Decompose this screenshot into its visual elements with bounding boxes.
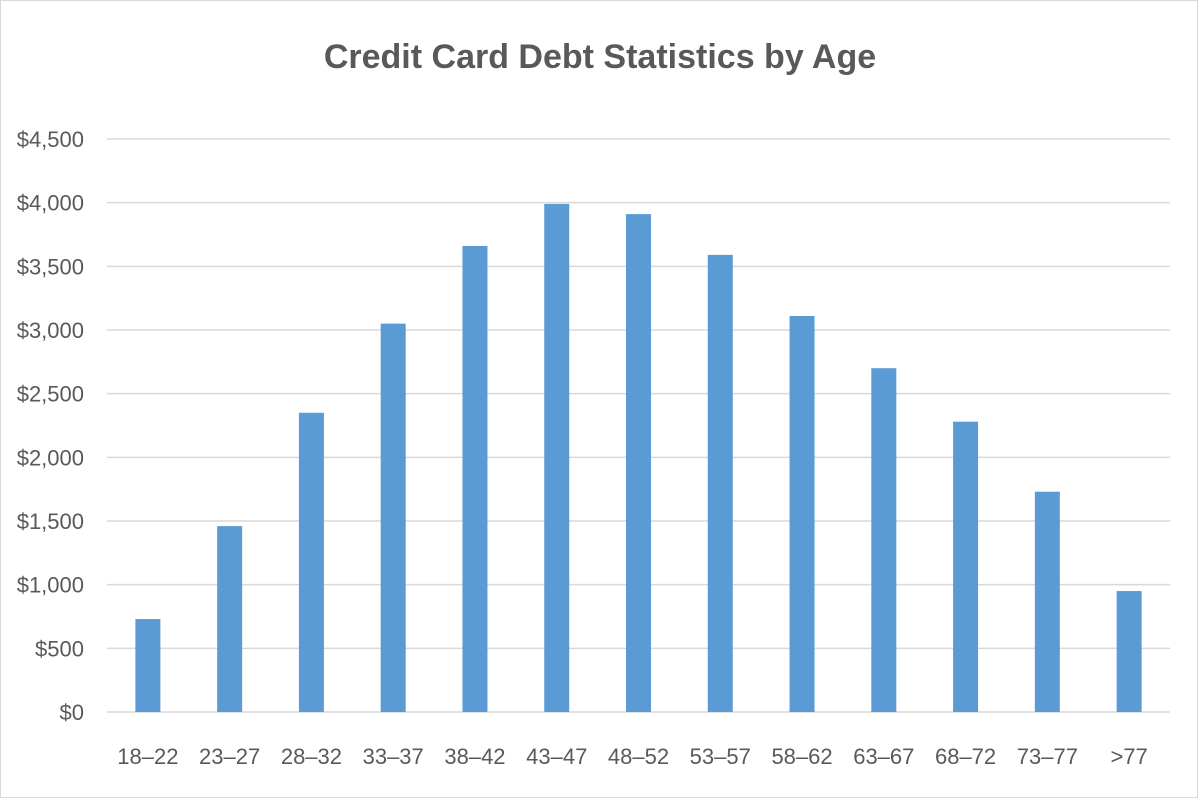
x-tick-label: 23–27 — [199, 744, 260, 769]
x-tick-label: >77 — [1110, 744, 1147, 769]
bar-3 — [380, 323, 406, 712]
y-tick-label: $1,500 — [17, 509, 84, 534]
chart-title: Credit Card Debt Statistics by Age — [323, 38, 877, 76]
y-tick-label: $2,500 — [17, 382, 84, 407]
x-tick-label: 38–42 — [444, 744, 505, 769]
bar-4 — [462, 245, 488, 712]
bar-9 — [871, 368, 897, 712]
bar-0 — [135, 619, 161, 712]
x-tick-label: 73–77 — [1017, 744, 1078, 769]
y-tick-label: $3,000 — [17, 318, 84, 343]
x-tick-label: 58–62 — [771, 744, 832, 769]
y-tick-label: $1,000 — [17, 573, 84, 598]
bars — [135, 203, 1142, 713]
bar-6 — [626, 214, 651, 713]
x-tick-label: 28–32 — [281, 744, 342, 769]
y-tick-label: $2,000 — [17, 445, 84, 470]
x-tick-label: 33–37 — [363, 744, 424, 769]
y-axis-ticks: $0 $500 $1,000 $1,500 $2,000 $2,500 $3,000 $3,5… — [17, 127, 84, 725]
y-tick-label: $0 — [60, 700, 84, 725]
x-tick-label: 18–22 — [117, 744, 178, 769]
bar-7 — [707, 254, 733, 712]
y-tick-label: $4,000 — [17, 191, 84, 216]
x-tick-label: 48–52 — [608, 744, 669, 769]
bar-2 — [298, 412, 324, 712]
bar-5 — [544, 203, 570, 712]
y-tick-label: $500 — [35, 636, 84, 661]
x-tick-label: 68–72 — [935, 744, 996, 769]
y-tick-label: $4,500 — [17, 127, 84, 152]
bar-1 — [217, 526, 243, 712]
bar-11 — [1034, 491, 1060, 712]
grid-lines — [107, 138, 1170, 713]
x-tick-label: 43–47 — [526, 744, 587, 769]
y-tick-label: $3,500 — [17, 254, 84, 279]
bar-10 — [953, 421, 979, 712]
x-axis-ticks: 18–22 23–27 28–32 33–37 38–42 43–47 48–52 53–57… — [117, 744, 1147, 769]
x-tick-label: 53–57 — [690, 744, 751, 769]
bar-8 — [789, 315, 815, 712]
x-tick-label: 63–67 — [853, 744, 914, 769]
bar-12 — [1116, 591, 1142, 712]
